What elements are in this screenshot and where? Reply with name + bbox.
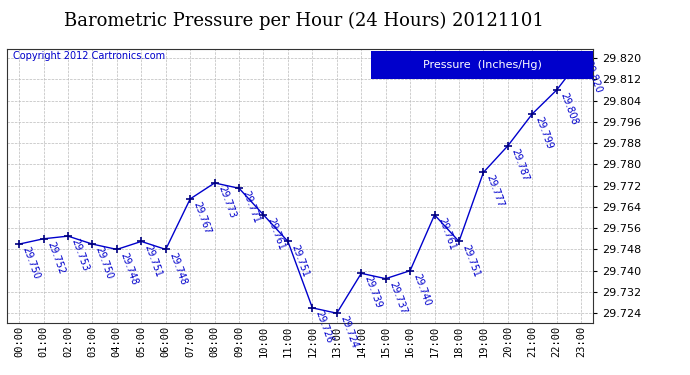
Text: 29.808: 29.808 xyxy=(558,92,579,126)
Text: 29.753: 29.753 xyxy=(70,237,90,273)
Text: 29.761: 29.761 xyxy=(436,216,457,252)
Text: 29.724: 29.724 xyxy=(338,315,359,350)
Text: 29.751: 29.751 xyxy=(289,243,311,278)
Text: 29.750: 29.750 xyxy=(94,246,115,281)
Text: 29.773: 29.773 xyxy=(216,184,237,220)
Text: 29.726: 29.726 xyxy=(314,309,335,345)
Text: 29.750: 29.750 xyxy=(21,246,41,281)
Text: 29.761: 29.761 xyxy=(265,216,286,252)
Text: 29.737: 29.737 xyxy=(387,280,408,315)
Text: 29.771: 29.771 xyxy=(240,190,262,225)
Text: Copyright 2012 Cartronics.com: Copyright 2012 Cartronics.com xyxy=(13,51,165,62)
Text: 29.751: 29.751 xyxy=(460,243,482,278)
Text: 29.777: 29.777 xyxy=(485,174,506,209)
Text: Pressure  (Inches/Hg): Pressure (Inches/Hg) xyxy=(422,60,542,70)
Text: 29.748: 29.748 xyxy=(167,251,188,286)
Text: Barometric Pressure per Hour (24 Hours) 20121101: Barometric Pressure per Hour (24 Hours) … xyxy=(63,11,544,30)
Text: 29.767: 29.767 xyxy=(192,200,213,236)
Text: 29.799: 29.799 xyxy=(533,115,555,150)
Text: 29.740: 29.740 xyxy=(411,272,433,308)
Text: 29.748: 29.748 xyxy=(118,251,139,286)
Text: 29.752: 29.752 xyxy=(45,240,66,276)
FancyBboxPatch shape xyxy=(371,51,593,79)
Text: 29.739: 29.739 xyxy=(363,275,384,310)
Text: 29.820: 29.820 xyxy=(582,60,604,95)
Text: 29.751: 29.751 xyxy=(143,243,164,278)
Text: 29.787: 29.787 xyxy=(509,147,531,183)
